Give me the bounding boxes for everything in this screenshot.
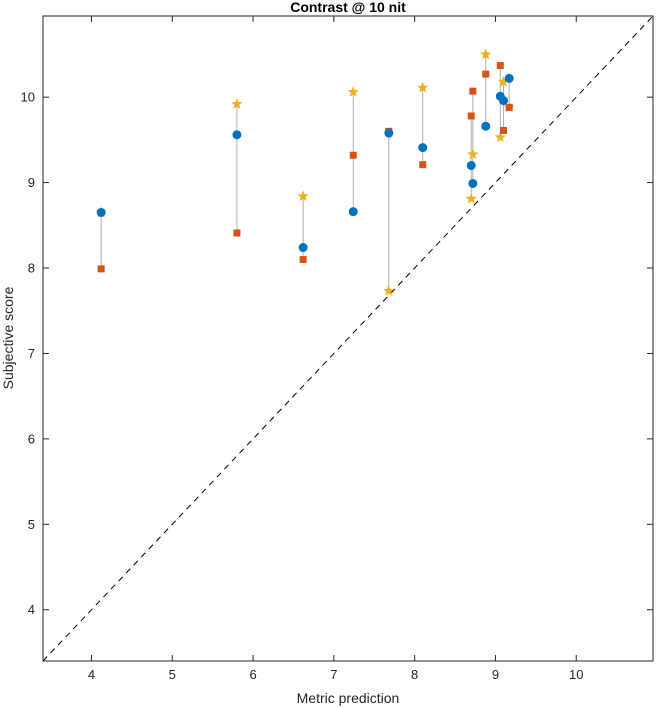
x-tick-label: 10 bbox=[569, 667, 583, 682]
circle-marker bbox=[384, 128, 394, 138]
data-markers bbox=[95, 48, 515, 296]
star-marker bbox=[480, 48, 492, 60]
circle-marker bbox=[481, 121, 491, 131]
y-axis-label: Subjective score bbox=[0, 286, 16, 389]
y-tick-label: 6 bbox=[28, 431, 35, 446]
x-tick-label: 4 bbox=[88, 667, 95, 682]
star-marker bbox=[383, 285, 395, 296]
star-marker bbox=[347, 86, 359, 97]
star-marker bbox=[417, 81, 429, 93]
circle-marker bbox=[348, 207, 358, 217]
y-tick-label: 5 bbox=[28, 517, 35, 532]
square-marker bbox=[482, 70, 490, 78]
y-tick-label: 10 bbox=[21, 90, 35, 105]
star-marker bbox=[467, 148, 479, 160]
star-marker bbox=[497, 75, 510, 87]
x-tick-label: 6 bbox=[249, 667, 256, 682]
circle-marker bbox=[298, 243, 308, 253]
circle-marker bbox=[96, 207, 106, 217]
star-marker bbox=[297, 190, 309, 202]
square-marker bbox=[496, 62, 504, 70]
square-marker bbox=[469, 87, 477, 95]
chart-title: Contrast @ 10 nit bbox=[290, 0, 406, 15]
circle-marker bbox=[466, 161, 476, 171]
square-marker bbox=[97, 265, 105, 273]
y-tick-label: 8 bbox=[28, 261, 35, 276]
x-tick-label: 8 bbox=[411, 667, 418, 682]
x-tick-label: 9 bbox=[492, 667, 499, 682]
star-marker bbox=[494, 131, 506, 143]
circle-marker bbox=[418, 143, 428, 153]
star-marker bbox=[231, 97, 243, 109]
circle-marker bbox=[232, 130, 242, 140]
circle-marker bbox=[468, 178, 478, 188]
square-marker bbox=[299, 255, 307, 263]
y-axis-ticks: 4 5 6 7 8 9 10 bbox=[21, 90, 653, 617]
square-marker bbox=[505, 103, 513, 111]
circle-marker bbox=[504, 73, 514, 83]
circle-marker bbox=[499, 96, 509, 106]
y-tick-label: 7 bbox=[28, 346, 35, 361]
x-axis-label: Metric prediction bbox=[297, 690, 400, 706]
square-marker bbox=[349, 151, 357, 159]
square-marker bbox=[500, 126, 508, 134]
y-tick-label: 9 bbox=[28, 175, 35, 190]
y-tick-label: 4 bbox=[28, 602, 35, 617]
square-marker bbox=[233, 229, 241, 237]
x-tick-label: 5 bbox=[169, 667, 176, 682]
x-tick-label: 7 bbox=[330, 667, 337, 682]
x-axis-ticks: 4 5 6 7 8 9 10 bbox=[88, 16, 583, 682]
square-marker bbox=[419, 161, 427, 169]
square-marker bbox=[467, 112, 475, 120]
star-marker bbox=[465, 192, 477, 204]
identity-reference-line bbox=[42, 15, 654, 662]
